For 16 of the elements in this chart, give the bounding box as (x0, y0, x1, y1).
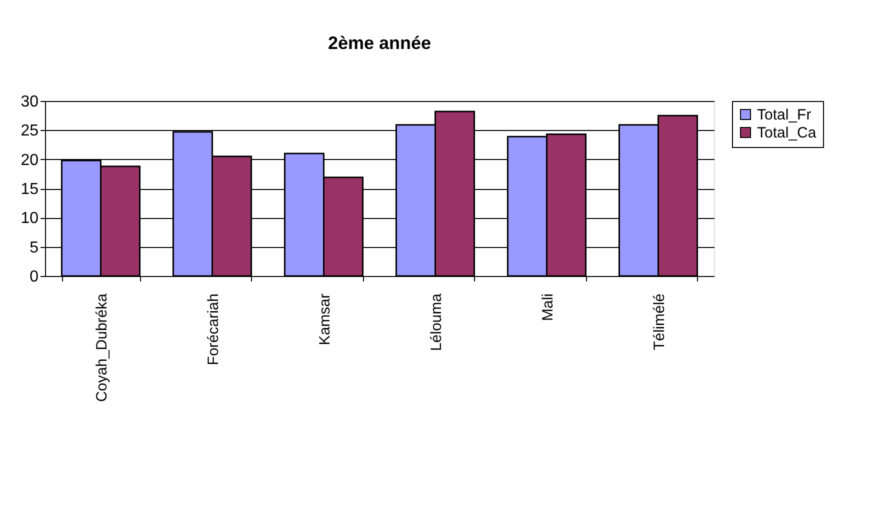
chart-title: 2ème année (328, 33, 432, 53)
x-tick-label: Lélouma (428, 292, 445, 352)
y-tick-label: 30 (20, 94, 39, 110)
y-tick-label: 20 (20, 152, 39, 169)
y-tick-label: 25 (20, 122, 39, 140)
y-tick-label: 0 (30, 268, 39, 286)
y-tick-label: 15 (20, 181, 39, 198)
y-tick-label: 5 (30, 239, 39, 256)
x-tick-label: Télimélé (650, 294, 668, 350)
x-tick-label: Mali (539, 294, 556, 322)
legend-label: Total_Fr (757, 106, 812, 124)
x-tick-label: Kamsar (316, 294, 334, 346)
x-tick-label: Forécariah (204, 294, 222, 366)
y-tick-label: 10 (20, 210, 39, 228)
legend-label: Total_Ca (757, 124, 817, 142)
x-tick-label: Coyah_Dubréka (93, 292, 110, 402)
